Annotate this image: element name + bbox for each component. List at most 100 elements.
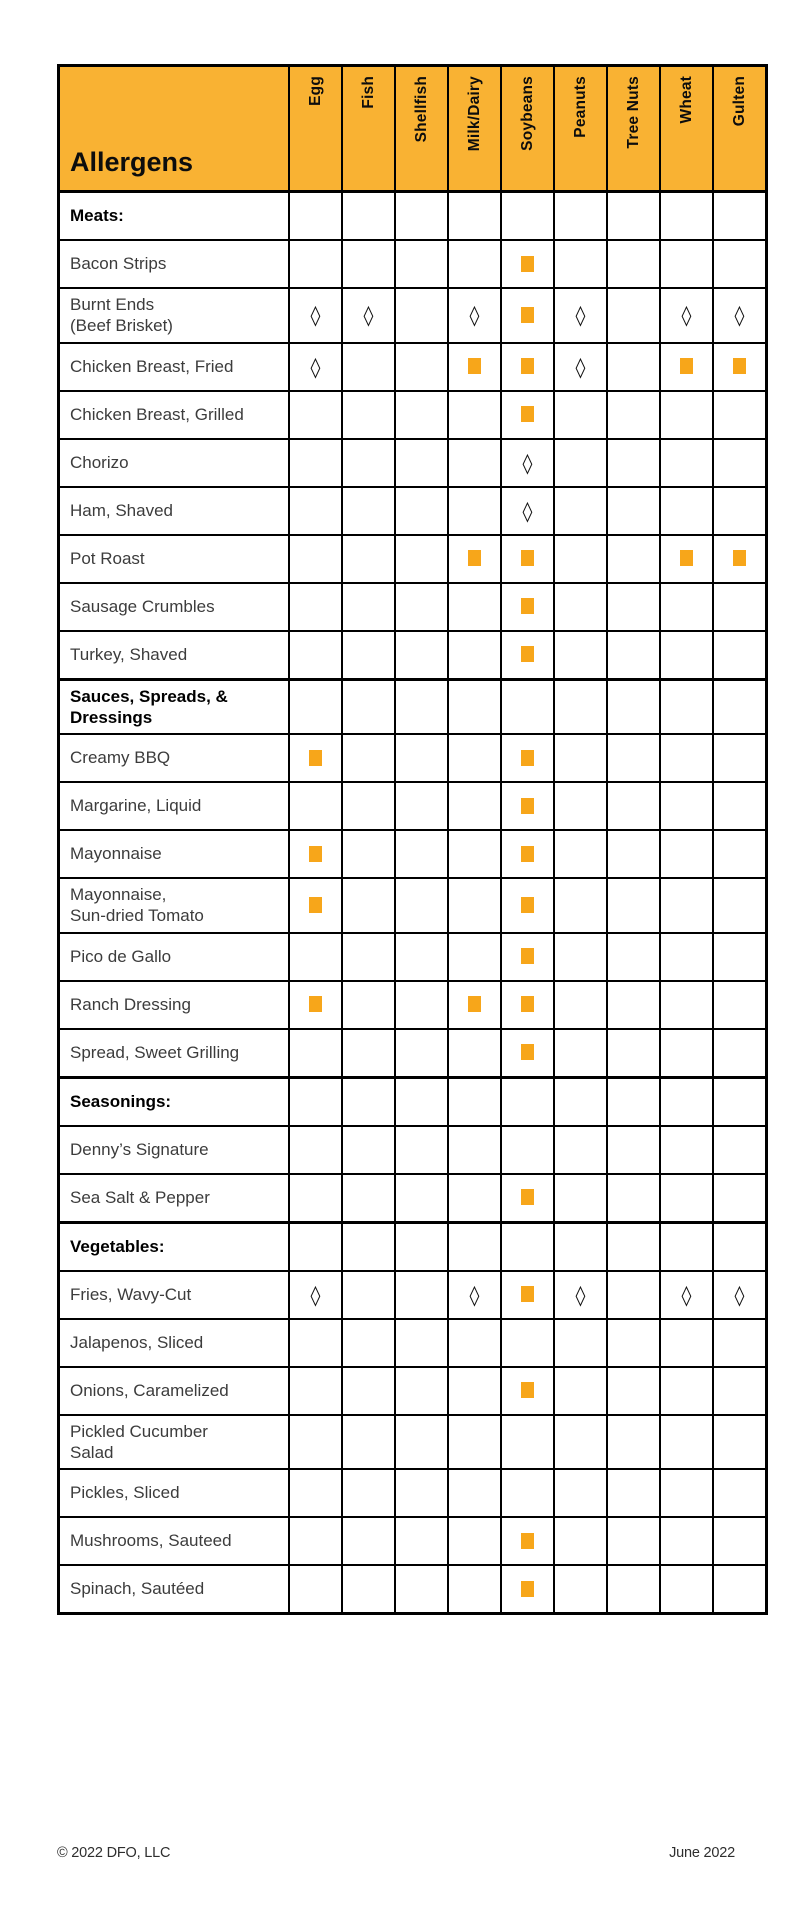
- allergen-cell: [500, 979, 555, 1030]
- column-header-label: Soybeans: [518, 76, 536, 151]
- allergen-cell: [606, 190, 661, 241]
- contains-square-icon: [309, 845, 322, 862]
- allergen-cell: [500, 1075, 555, 1127]
- allergen-cell: [659, 733, 714, 783]
- allergen-cell: [288, 1365, 343, 1416]
- item-label: Chorizo: [57, 437, 290, 488]
- allergen-cell: [288, 1413, 343, 1470]
- contains-square-icon: [680, 358, 693, 375]
- allergen-cell: [341, 1027, 396, 1078]
- column-header-milk-dairy: Milk/Dairy: [447, 64, 502, 193]
- allergen-cell: [394, 1317, 449, 1368]
- item-label: Mayonnaise, Sun-dried Tomato: [57, 877, 290, 934]
- allergen-cell: [341, 677, 396, 735]
- allergen-cell: [288, 1027, 343, 1078]
- allergen-cell: [500, 733, 555, 783]
- item-label: Margarine, Liquid: [57, 781, 290, 831]
- item-label: Pickled Cucumber Salad: [57, 1413, 290, 1470]
- allergen-cell: [712, 341, 768, 392]
- may-contain-diamond-icon: ◊: [575, 354, 586, 379]
- column-header-soybeans: Soybeans: [500, 64, 555, 193]
- allergen-cell: ◊: [659, 287, 714, 344]
- allergen-cell: [659, 581, 714, 632]
- allergen-cell: [394, 341, 449, 392]
- allergen-cell: [606, 1172, 661, 1223]
- column-header-label: Tree Nuts: [624, 76, 642, 149]
- contains-square-icon: [521, 797, 534, 814]
- item-row: Pot Roast: [57, 533, 768, 584]
- item-row: Chicken Breast, Fried ◊ ◊: [57, 341, 768, 392]
- allergen-cell: [394, 979, 449, 1030]
- allergen-cell: [659, 1317, 714, 1368]
- allergen-cell: [341, 190, 396, 241]
- allergen-cell: [659, 629, 714, 680]
- column-header-label: Fish: [359, 76, 377, 109]
- contains-square-icon: [468, 996, 481, 1013]
- allergen-cell: [606, 1220, 661, 1272]
- allergen-cell: [500, 581, 555, 632]
- allergen-cell: [500, 1124, 555, 1175]
- allergen-cell: [659, 533, 714, 584]
- allergen-cell: [341, 341, 396, 392]
- column-header-label: Peanuts: [571, 76, 589, 138]
- allergen-cell: [500, 1468, 555, 1518]
- allergen-cell: [500, 190, 555, 241]
- allergen-cell: [712, 1027, 768, 1078]
- allergen-cell: ◊: [288, 341, 343, 392]
- item-row: Spread, Sweet Grilling: [57, 1027, 768, 1078]
- allergen-cell: [500, 1027, 555, 1078]
- allergen-cell: [341, 877, 396, 934]
- contains-square-icon: [521, 646, 534, 663]
- allergen-cell: [394, 287, 449, 344]
- allergen-cell: [606, 1075, 661, 1127]
- allergen-cell: [553, 1468, 608, 1518]
- allergen-cell: [394, 781, 449, 831]
- allergen-cell: [712, 485, 768, 536]
- item-row: Sausage Crumbles: [57, 581, 768, 632]
- allergen-cell: [288, 1317, 343, 1368]
- allergen-cell: [712, 1413, 768, 1470]
- allergen-cell: [288, 1516, 343, 1566]
- allergen-cell: [288, 1468, 343, 1518]
- allergen-cell: [553, 239, 608, 289]
- allergen-cell: [288, 677, 343, 735]
- allergen-cell: [659, 1516, 714, 1566]
- allergen-cell: [553, 1516, 608, 1566]
- item-row: Ranch Dressing: [57, 979, 768, 1030]
- allergen-cell: [447, 677, 502, 735]
- column-header-fish: Fish: [341, 64, 396, 193]
- allergen-table-body: Meats: Bacon Strips Burnt Ends (Beef Brisk…: [57, 190, 768, 1615]
- item-label: Chicken Breast, Fried: [57, 341, 290, 392]
- allergen-cell: [288, 733, 343, 783]
- item-label: Spread, Sweet Grilling: [57, 1027, 290, 1078]
- allergen-cell: ◊: [341, 287, 396, 344]
- allergen-cell: [553, 389, 608, 440]
- allergen-cell: [394, 389, 449, 440]
- contains-square-icon: [521, 1044, 534, 1061]
- allergen-cell: [341, 733, 396, 783]
- column-header-label: Gulten: [730, 76, 748, 127]
- allergen-cell: [553, 1027, 608, 1078]
- allergen-cell: [659, 239, 714, 289]
- contains-square-icon: [521, 845, 534, 862]
- allergen-cell: ◊: [500, 485, 555, 536]
- contains-square-icon: [521, 1189, 534, 1206]
- allergen-cell: [553, 1317, 608, 1368]
- allergen-cell: [659, 1413, 714, 1470]
- allergen-cell: [288, 533, 343, 584]
- allergen-cell: [712, 677, 768, 735]
- allergen-cell: [341, 1413, 396, 1470]
- item-label: Burnt Ends (Beef Brisket): [57, 287, 290, 344]
- allergen-cell: [553, 733, 608, 783]
- allergen-cell: [606, 877, 661, 934]
- allergen-cell: [606, 1516, 661, 1566]
- contains-square-icon: [521, 1382, 534, 1399]
- item-label: Chicken Breast, Grilled: [57, 389, 290, 440]
- allergen-cell: [341, 829, 396, 879]
- allergen-cell: [500, 1365, 555, 1416]
- allergen-cell: [341, 239, 396, 289]
- allergen-cell: [606, 1027, 661, 1078]
- contains-square-icon: [521, 307, 534, 324]
- allergen-cell: [341, 1269, 396, 1320]
- may-contain-diamond-icon: ◊: [734, 303, 745, 328]
